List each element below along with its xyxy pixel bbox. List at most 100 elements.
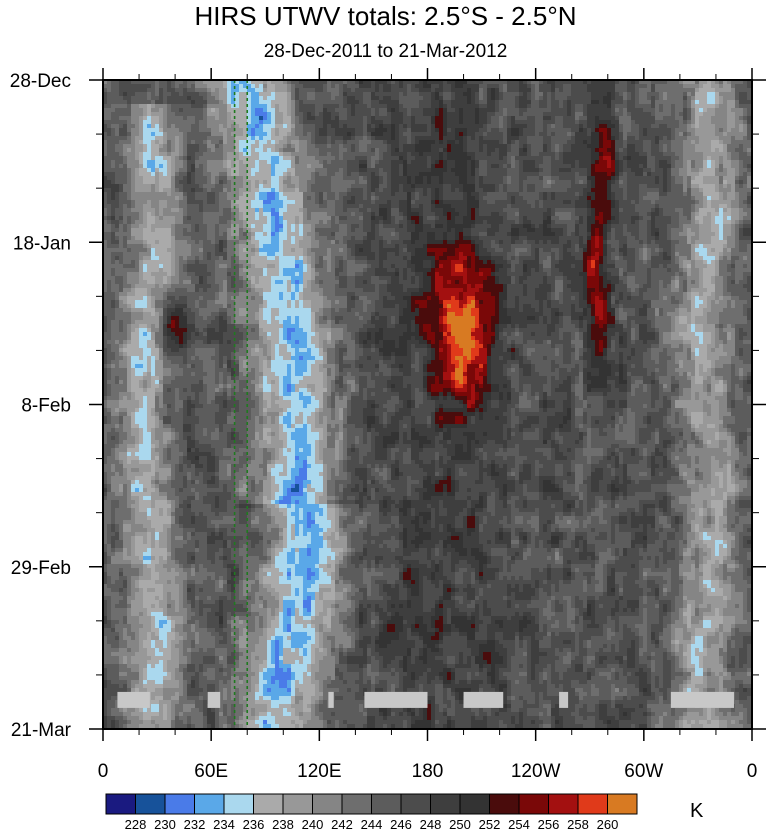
heatmap-cell	[291, 196, 296, 201]
heatmap-cell	[639, 156, 644, 161]
heatmap-cell	[403, 144, 408, 149]
heatmap-cell	[691, 108, 696, 113]
heatmap-cell	[627, 88, 632, 93]
heatmap-cell	[459, 124, 464, 129]
heatmap-cell	[103, 124, 108, 129]
heatmap-cell	[715, 144, 720, 149]
heatmap-cell	[203, 92, 208, 97]
heatmap-cell	[723, 156, 728, 161]
heatmap-cell	[551, 156, 556, 161]
heatmap-cell	[603, 172, 608, 177]
heatmap-cell	[219, 196, 224, 201]
heatmap-cell	[571, 80, 576, 85]
heatmap-cell	[715, 100, 720, 105]
heatmap-cell	[651, 88, 656, 93]
heatmap-cell	[663, 108, 668, 113]
heatmap-cell	[127, 184, 132, 189]
heatmap-cell	[667, 184, 672, 189]
heatmap-cell	[135, 200, 140, 205]
heatmap-cell	[359, 140, 364, 145]
heatmap-cell	[559, 132, 564, 137]
heatmap-cell	[547, 96, 552, 101]
heatmap-cell	[555, 120, 560, 125]
heatmap-cell	[215, 184, 220, 189]
heatmap-cell	[367, 108, 372, 113]
heatmap-cell	[391, 100, 396, 105]
heatmap-cell	[267, 168, 272, 173]
heatmap-cell	[695, 100, 700, 105]
heatmap-cell	[151, 148, 156, 153]
heatmap-cell	[127, 96, 132, 101]
heatmap-cell	[675, 188, 680, 193]
heatmap-cell	[455, 196, 460, 201]
heatmap-cell	[615, 92, 620, 97]
heatmap-cell	[631, 120, 636, 125]
heatmap-cell	[311, 136, 316, 141]
heatmap-cell	[591, 172, 596, 177]
heatmap-cell	[399, 176, 404, 181]
heatmap-cell	[487, 176, 492, 181]
heatmap-cell	[731, 132, 736, 137]
heatmap-cell	[443, 116, 448, 121]
heatmap-cell	[303, 140, 308, 145]
heatmap-cell	[603, 128, 608, 133]
heatmap-cell	[271, 104, 276, 109]
heatmap-cell	[607, 140, 612, 145]
heatmap-cell	[155, 152, 160, 157]
heatmap-cell	[523, 140, 528, 145]
heatmap-cell	[307, 176, 312, 181]
heatmap-cell	[491, 88, 496, 93]
heatmap-cell	[387, 80, 392, 85]
heatmap-cell	[663, 124, 668, 129]
heatmap-cell	[323, 84, 328, 89]
heatmap-cell	[427, 176, 432, 181]
heatmap-cell	[479, 92, 484, 97]
heatmap-cell	[559, 140, 564, 145]
heatmap-cell	[103, 168, 108, 173]
heatmap-cell	[159, 120, 164, 125]
heatmap-cell	[459, 148, 464, 153]
heatmap-cell	[527, 128, 532, 133]
heatmap-cell	[667, 172, 672, 177]
heatmap-cell	[591, 112, 596, 117]
heatmap-cell	[627, 108, 632, 113]
heatmap-cell	[603, 144, 608, 149]
heatmap-cell	[339, 176, 344, 181]
heatmap-cell	[167, 116, 172, 121]
heatmap-cell	[179, 200, 184, 205]
heatmap-cell	[335, 140, 340, 145]
heatmap-cell	[315, 156, 320, 161]
heatmap-cell	[567, 88, 572, 93]
heatmap-cell	[339, 112, 344, 117]
heatmap-cell	[107, 180, 112, 185]
heatmap-cell	[315, 104, 320, 109]
heatmap-cell	[355, 108, 360, 113]
heatmap-cell	[651, 136, 656, 141]
heatmap-cell	[651, 116, 656, 121]
heatmap-cell	[495, 180, 500, 185]
heatmap-cell	[679, 88, 684, 93]
heatmap-cell	[547, 164, 552, 169]
heatmap-cell	[683, 120, 688, 125]
heatmap-cell	[123, 96, 128, 101]
heatmap-cell	[647, 112, 652, 117]
heatmap-cell	[439, 156, 444, 161]
heatmap-cell	[255, 152, 260, 157]
heatmap-cell	[327, 152, 332, 157]
heatmap-cell	[455, 100, 460, 105]
heatmap-cell	[435, 156, 440, 161]
heatmap-cell	[123, 160, 128, 165]
heatmap-cell	[211, 160, 216, 165]
heatmap-cell	[479, 180, 484, 185]
heatmap-cell	[699, 112, 704, 117]
heatmap-cell	[563, 124, 568, 129]
heatmap-cell	[463, 180, 468, 185]
heatmap-cell	[695, 176, 700, 181]
heatmap-cell	[739, 84, 744, 89]
heatmap-cell	[719, 168, 724, 173]
heatmap-cell	[407, 176, 412, 181]
heatmap-cell	[219, 100, 224, 105]
heatmap-cell	[327, 116, 332, 121]
heatmap-cell	[447, 124, 452, 129]
heatmap-cell	[187, 104, 192, 109]
